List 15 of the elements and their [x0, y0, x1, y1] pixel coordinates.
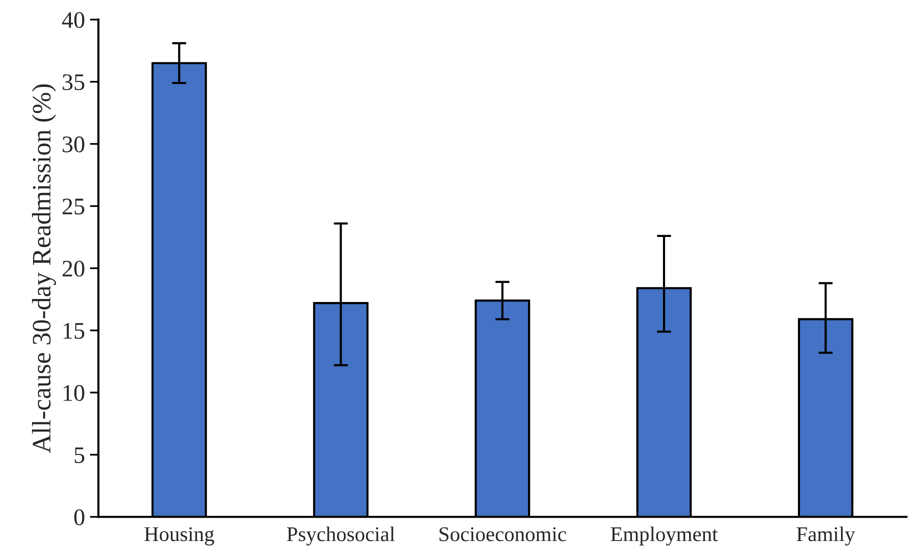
x-tick-label: Housing [144, 527, 214, 546]
y-axis-title: All-cause 30-day Readmission (%) [32, 84, 56, 454]
x-tick-label: Employment [610, 526, 718, 546]
y-tick-label: 30 [62, 136, 84, 152]
y-tick-label: 0 [74, 509, 84, 526]
y-tick-label: 15 [64, 323, 84, 339]
x-tick-label: Socioeconomic [440, 527, 566, 542]
y-tick-label: 5 [74, 447, 84, 464]
x-tick-label: Family [796, 526, 856, 546]
x-tick-label: Psychosocial [287, 526, 395, 546]
y-tick-label: 10 [64, 385, 84, 401]
y-tick-label: 20 [62, 260, 84, 277]
y-tick-label: 40 [62, 12, 84, 28]
y-tick-label: 35 [62, 74, 84, 90]
y-tick-label: 25 [62, 198, 84, 215]
